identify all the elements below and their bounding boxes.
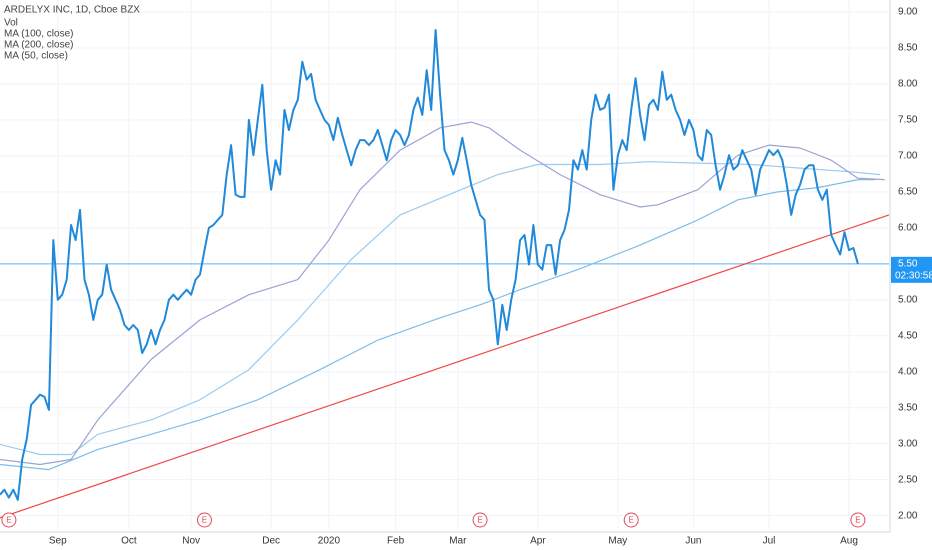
countdown-label: 02:30:58 — [895, 270, 932, 281]
y-tick-label: 6.00 — [898, 222, 918, 233]
y-tick-label: 8.50 — [898, 43, 918, 54]
legend-entry: MA (100, close) — [4, 29, 73, 40]
x-tick-label: Aug — [840, 536, 858, 547]
x-tick-label: Nov — [182, 536, 200, 547]
moving-average-line — [0, 179, 876, 471]
last-price-label: 5.50 — [898, 258, 918, 269]
y-tick-label: 7.00 — [898, 151, 918, 162]
x-tick-label: Sep — [49, 536, 67, 547]
last-price-box — [891, 256, 932, 283]
trend-line — [0, 214, 890, 519]
earnings-label: E — [629, 516, 634, 525]
x-tick-label: Feb — [387, 536, 405, 547]
moving-average-line — [0, 161, 881, 456]
earnings-label: E — [6, 516, 11, 525]
x-tick-label: May — [608, 536, 627, 547]
y-tick-label: 7.50 — [898, 115, 918, 126]
y-tick-label: 2.00 — [898, 510, 918, 521]
earnings-marker — [196, 512, 212, 528]
y-tick-label: 2.50 — [898, 474, 918, 485]
y-tick-label: 3.50 — [898, 402, 918, 413]
y-tick-label: 8.00 — [898, 79, 918, 90]
earnings-marker — [850, 512, 866, 528]
volume-label: Vol — [4, 18, 18, 29]
x-tick-label: Apr — [530, 536, 546, 547]
chart-title: ARDELYX INC, 1D, Cboe BZX — [4, 5, 140, 16]
x-tick-label: Mar — [449, 536, 467, 547]
earnings-label: E — [477, 516, 482, 525]
y-tick-label: 9.00 — [898, 7, 918, 18]
x-tick-label: 2020 — [318, 536, 341, 547]
legend-entry: MA (200, close) — [4, 40, 73, 51]
earnings-label: E — [202, 516, 207, 525]
earnings-marker — [472, 512, 488, 528]
earnings-label: E — [855, 516, 860, 525]
earnings-marker — [1, 512, 17, 528]
y-tick-label: 4.50 — [898, 330, 918, 341]
x-tick-label: Dec — [262, 536, 280, 547]
plot-area — [0, 0, 890, 530]
y-tick-label: 5.00 — [898, 294, 918, 305]
legend-entry: MA (50, close) — [4, 51, 68, 62]
x-tick-label: Oct — [121, 536, 137, 547]
moving-average-line — [0, 121, 885, 466]
y-tick-label: 6.50 — [898, 187, 918, 198]
x-tick-label: Jul — [763, 536, 776, 547]
x-tick-label: Jun — [685, 536, 701, 547]
y-tick-label: 4.00 — [898, 366, 918, 377]
y-tick-label: 3.00 — [898, 438, 918, 449]
earnings-marker — [623, 512, 639, 528]
price-line — [0, 29, 859, 501]
